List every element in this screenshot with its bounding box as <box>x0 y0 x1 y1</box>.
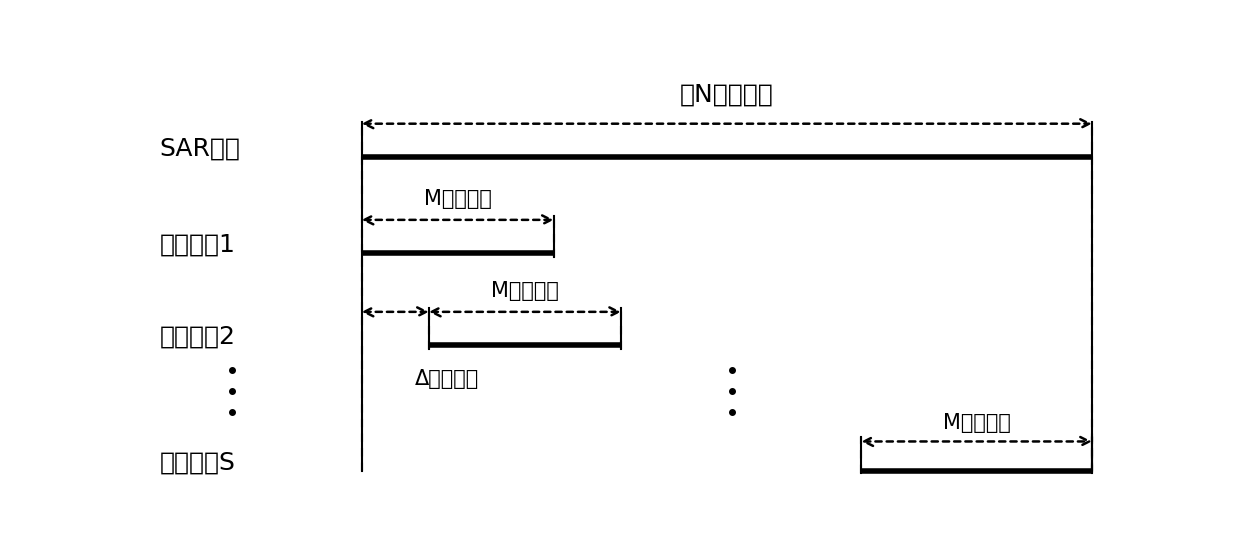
Text: 子数据块1: 子数据块1 <box>160 233 236 257</box>
Text: SAR数据: SAR数据 <box>160 137 241 161</box>
Text: Δ个采样点: Δ个采样点 <box>414 369 479 389</box>
Text: 子数据块2: 子数据块2 <box>160 325 236 349</box>
Text: M个采样点: M个采样点 <box>491 281 559 301</box>
Text: M个采样点: M个采样点 <box>424 189 491 209</box>
Text: 子数据块S: 子数据块S <box>160 450 236 475</box>
Text: 共N个采样点: 共N个采样点 <box>680 83 774 106</box>
Text: M个采样点: M个采样点 <box>942 413 1011 433</box>
